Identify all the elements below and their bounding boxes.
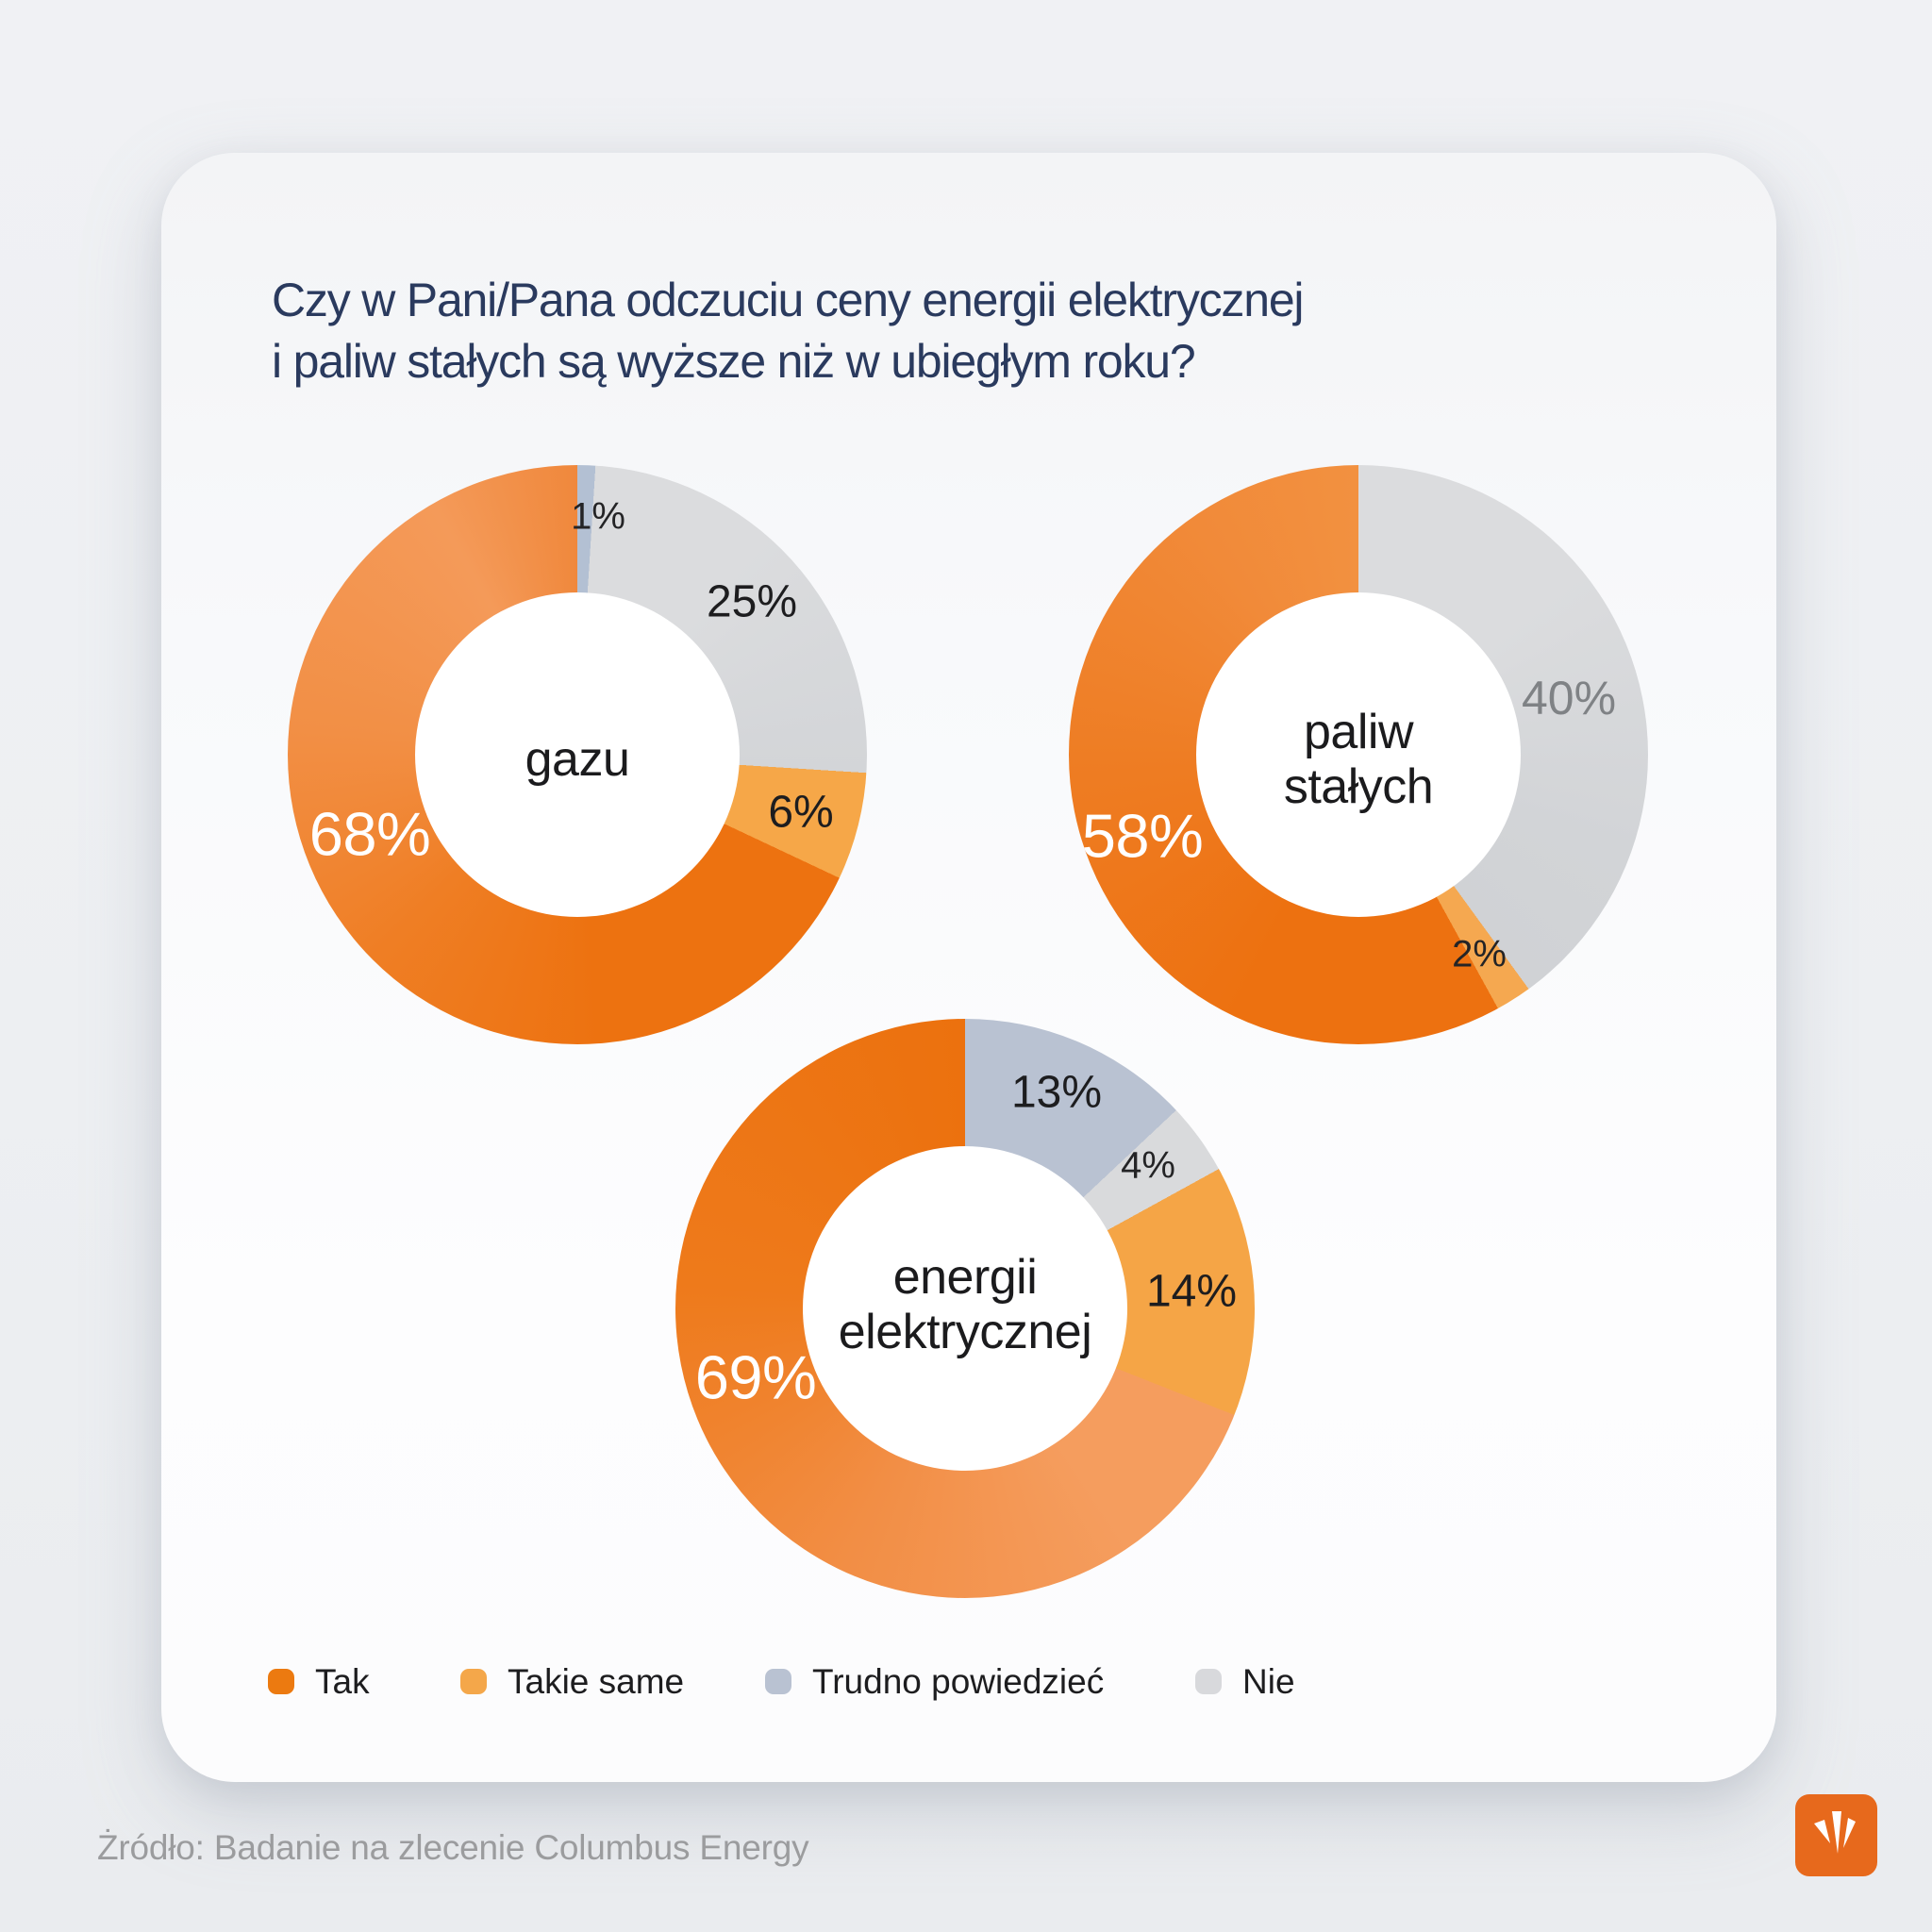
donut-center-label-paliw-stalych: paliw stałych: [1283, 705, 1434, 814]
legend-item-tak: Tak: [268, 1664, 370, 1699]
center-label-line: elektrycznej: [838, 1305, 1092, 1359]
columbus-energy-logo: [1795, 1794, 1877, 1876]
donut-center-label-energii: energii elektrycznej: [839, 1250, 1092, 1359]
center-label-line: gazu: [525, 732, 630, 787]
donut-hole-gazu: [415, 592, 740, 917]
title-line-2: i paliw stałych są wyższe niż w ubiegłym…: [272, 335, 1196, 388]
legend-label-nie: Nie: [1242, 1661, 1295, 1701]
slice-label-gazu-nie: 25%: [706, 576, 798, 627]
slice-label-gazu-trudno-powiedziec: 1%: [571, 495, 625, 538]
slice-label-energii-takie-same: 14%: [1145, 1266, 1238, 1317]
legend-label-tak: Tak: [315, 1661, 370, 1701]
legend-item-trudno-powiedziec: Trudno powiedzieć: [765, 1664, 1104, 1699]
legend-item-nie: Nie: [1195, 1664, 1295, 1699]
slice-label-energii-nie: 4%: [1121, 1144, 1175, 1187]
slice-label-energii-tak: 69%: [694, 1342, 817, 1412]
slice-label-energii-trudno-powiedziec: 13%: [1010, 1067, 1103, 1118]
slice-label-gazu-tak: 68%: [308, 799, 431, 869]
donut-hole-energii: [803, 1146, 1127, 1471]
legend-label-takie-same: Takie same: [508, 1661, 685, 1701]
legend-swatch-takie-same: [460, 1668, 487, 1694]
donut-center-label-gazu: gazu: [525, 732, 630, 787]
donut-chart-paliw-stalych: 58% 40% 2% paliw stałych: [1069, 465, 1648, 1044]
page-title: Czy w Pani/Pana odczuciu ceny energii el…: [272, 270, 1305, 392]
title-line-1: Czy w Pani/Pana odczuciu ceny energii el…: [272, 274, 1305, 326]
center-label-line: energii: [892, 1250, 1038, 1305]
donut-chart-energii-elektrycznej: 69% 13% 4% 14% energii elektrycznej: [675, 1019, 1255, 1598]
legend-label-trudno-powiedziec: Trudno powiedzieć: [812, 1661, 1105, 1701]
source-note: Żródło: Badanie na zlecenie Columbus Ene…: [97, 1828, 809, 1867]
donut-chart-gazu: 68% 1% 25% 6% gazu: [288, 465, 867, 1044]
infographic-card: Czy w Pani/Pana odczuciu ceny energii el…: [161, 153, 1776, 1782]
legend-swatch-nie: [1195, 1668, 1222, 1694]
slice-label-paliw-tak: 58%: [1081, 801, 1204, 871]
donut-hole-paliw-stalych: [1196, 592, 1521, 917]
legend-swatch-trudno-powiedziec: [765, 1668, 791, 1694]
center-label-line: stałych: [1283, 759, 1434, 814]
slice-label-paliw-nie: 40%: [1521, 672, 1617, 724]
slice-label-paliw-takie-same: 2%: [1452, 933, 1507, 975]
slice-label-gazu-takie-same: 6%: [768, 787, 834, 838]
legend-item-takie-same: Takie same: [460, 1664, 684, 1699]
legend-swatch-tak: [268, 1668, 294, 1694]
center-label-line: paliw: [1304, 705, 1414, 759]
logo-mark-icon: [1814, 1811, 1856, 1854]
